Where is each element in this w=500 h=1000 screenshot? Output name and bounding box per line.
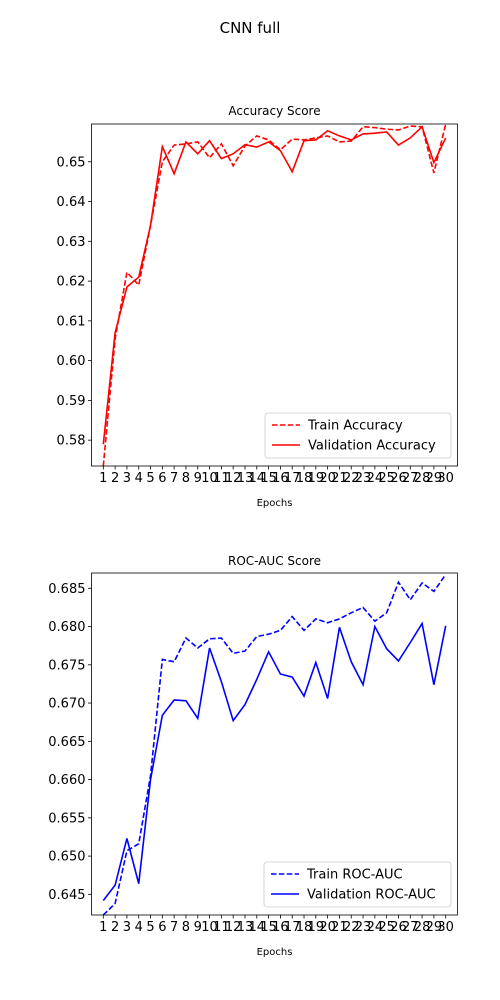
y-tick-label: 0.60 bbox=[57, 354, 86, 369]
x-tick-label: 4 bbox=[135, 920, 143, 935]
series-line-0 bbox=[102, 124, 447, 466]
x-axis-label: Epochs bbox=[257, 947, 293, 958]
x-tick-label: 16 bbox=[272, 920, 289, 935]
x-tick-label: 10 bbox=[201, 471, 218, 486]
x-tick-label: 14 bbox=[249, 920, 266, 935]
x-tick-label: 16 bbox=[272, 471, 289, 486]
y-tick-label: 0.660 bbox=[48, 773, 85, 788]
x-tick-label: 1 bbox=[99, 471, 107, 486]
x-tick-label: 19 bbox=[308, 471, 325, 486]
y-tick-label: 0.63 bbox=[57, 235, 86, 250]
x-tick-label: 2 bbox=[111, 920, 119, 935]
x-tick-label: 11 bbox=[213, 471, 230, 486]
x-tick-label: 20 bbox=[319, 920, 336, 935]
y-tick-label: 0.61 bbox=[57, 314, 86, 329]
x-tick-label: 2 bbox=[111, 471, 119, 486]
x-tick-label: 8 bbox=[182, 471, 190, 486]
x-tick-label: 26 bbox=[390, 471, 407, 486]
x-tick-label: 23 bbox=[355, 920, 372, 935]
y-tick-label: 0.65 bbox=[57, 155, 86, 170]
x-tick-label: 28 bbox=[414, 920, 431, 935]
x-tick-label: 18 bbox=[296, 471, 313, 486]
x-tick-label: 7 bbox=[170, 471, 178, 486]
legend: Train Accuracy Validation Accuracy bbox=[264, 412, 452, 459]
x-tick-label: 24 bbox=[367, 471, 384, 486]
y-tick-label: 0.645 bbox=[48, 888, 85, 903]
series-line-1 bbox=[102, 621, 447, 901]
x-tick-label: 5 bbox=[146, 920, 154, 935]
accuracy-chart: Accuracy Score Epochs 0.58 0.59 0.60 0.61 0.… bbox=[57, 104, 458, 509]
x-tick-label: 5 bbox=[146, 471, 154, 486]
y-tick-label: 0.650 bbox=[48, 850, 85, 865]
y-tick-label: 0.670 bbox=[48, 697, 85, 712]
y-tick-label: 0.675 bbox=[48, 658, 85, 673]
x-tick-label: 9 bbox=[194, 471, 202, 486]
legend-label: Train Accuracy bbox=[307, 419, 403, 434]
y-tick-label: 0.665 bbox=[48, 735, 85, 750]
y-tick-label: 0.58 bbox=[57, 434, 86, 449]
series-line-0 bbox=[102, 574, 447, 915]
x-tick-label: 22 bbox=[343, 920, 360, 935]
x-tick-label: 27 bbox=[402, 471, 419, 486]
x-tick-label: 14 bbox=[249, 471, 266, 486]
x-tick-label: 9 bbox=[194, 920, 202, 935]
roc-auc-chart: ROC-AUC Score Epochs 0.645 0.650 0.655 0.66… bbox=[48, 554, 458, 958]
x-tick-label: 29 bbox=[426, 471, 443, 486]
x-tick-label: 28 bbox=[414, 471, 431, 486]
x-tick-label: 20 bbox=[319, 471, 336, 486]
x-tick-label: 24 bbox=[367, 920, 384, 935]
x-tick-label: 4 bbox=[135, 471, 143, 486]
x-tick-label: 25 bbox=[378, 471, 395, 486]
x-tick-label: 29 bbox=[426, 920, 443, 935]
figure-suptitle: CNN full bbox=[220, 19, 281, 37]
x-tick-label: 26 bbox=[390, 920, 407, 935]
series-line-1 bbox=[102, 125, 447, 445]
x-tick-label: 3 bbox=[123, 471, 131, 486]
x-tick-label: 30 bbox=[437, 471, 454, 486]
x-tick-label: 17 bbox=[284, 920, 301, 935]
x-tick-label: 25 bbox=[378, 920, 395, 935]
x-tick-label: 19 bbox=[308, 920, 325, 935]
x-tick-label: 15 bbox=[260, 471, 277, 486]
x-tick-label: 7 bbox=[170, 920, 178, 935]
y-tick-label: 0.685 bbox=[48, 582, 85, 597]
axes-frame bbox=[91, 572, 458, 916]
x-tick-label: 3 bbox=[123, 920, 131, 935]
x-tick-label: 12 bbox=[225, 920, 242, 935]
x-tick-label: 6 bbox=[158, 471, 166, 486]
x-tick-label: 27 bbox=[402, 920, 419, 935]
legend: Train ROC-AUC Validation ROC-AUC bbox=[263, 861, 452, 908]
chart-title: ROC-AUC Score bbox=[228, 554, 321, 568]
x-axis-label: Epochs bbox=[257, 498, 293, 509]
x-tick-label: 17 bbox=[284, 471, 301, 486]
chart-title: Accuracy Score bbox=[228, 104, 320, 118]
legend-box bbox=[264, 412, 452, 459]
x-tick-label: 30 bbox=[437, 920, 454, 935]
x-tick-label: 11 bbox=[213, 920, 230, 935]
x-tick-label: 6 bbox=[158, 920, 166, 935]
legend-label: Validation ROC-AUC bbox=[307, 888, 436, 903]
y-tick-label: 0.655 bbox=[48, 811, 85, 826]
x-tick-label: 10 bbox=[201, 920, 218, 935]
x-tick-label: 18 bbox=[296, 920, 313, 935]
legend-label: Validation Accuracy bbox=[308, 439, 436, 454]
x-tick-label: 13 bbox=[237, 920, 254, 935]
y-tick-label: 0.680 bbox=[48, 620, 85, 635]
x-tick-label: 22 bbox=[343, 471, 360, 486]
x-tick-label: 12 bbox=[225, 471, 242, 486]
x-tick-label: 1 bbox=[99, 920, 107, 935]
legend-label: Train ROC-AUC bbox=[306, 868, 403, 883]
x-tick-label: 8 bbox=[182, 920, 190, 935]
y-tick-label: 0.59 bbox=[57, 394, 86, 409]
y-tick-label: 0.62 bbox=[57, 275, 86, 290]
x-tick-label: 13 bbox=[237, 471, 254, 486]
x-tick-label: 15 bbox=[260, 920, 277, 935]
x-tick-label: 21 bbox=[331, 471, 348, 486]
x-tick-label: 21 bbox=[331, 920, 348, 935]
y-tick-label: 0.64 bbox=[57, 195, 86, 210]
axes-frame bbox=[91, 123, 458, 467]
x-tick-label: 23 bbox=[355, 471, 372, 486]
legend-box bbox=[263, 861, 452, 908]
